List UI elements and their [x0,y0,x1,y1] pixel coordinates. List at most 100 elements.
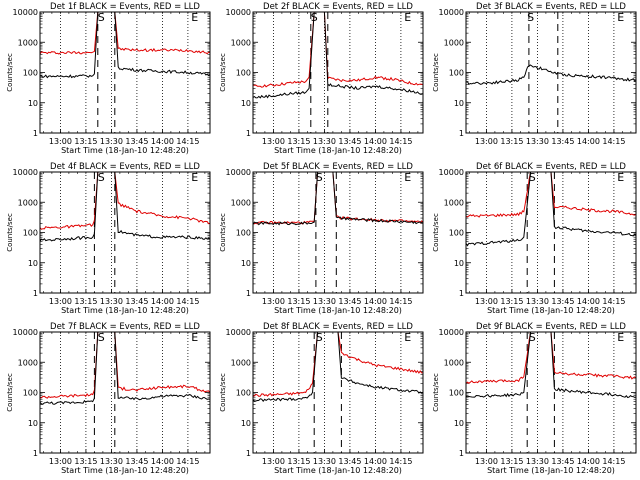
x-tick-label: 13:30 [100,137,123,146]
x-tick-label: 13:00 [262,297,285,306]
chart-title: Det 7f BLACK = Events, RED = LLD [50,322,200,332]
y-tick-label: 10 [454,99,464,108]
y-tick-label: 1 [33,289,38,298]
x-tick-label: 13:00 [475,297,498,306]
marker-s: S [98,11,105,24]
x-axis-label: Start Time (18-Jan-10 12:48:20) [274,146,402,155]
y-tick-label: 100 [236,389,251,398]
plot-frame [39,331,211,454]
y-tick-label: 10 [454,419,464,428]
series-line-lld [40,172,210,230]
y-tick-label: 10000 [439,8,464,17]
y-axis-label: Counts/sec [6,53,14,92]
marker-e: E [404,11,411,24]
x-tick-label: 13:15 [287,297,310,306]
plot-frame [465,171,637,294]
y-tick-label: 1000 [18,198,38,207]
series-line-events [466,64,636,85]
x-tick-label: 13:00 [49,457,72,466]
plot-frame [465,331,637,454]
marker-e: E [404,171,411,184]
y-tick-label: 1000 [18,38,38,47]
series-line-lld [40,332,210,399]
x-tick-label: 14:15 [602,457,625,466]
chart-title: Det 5f BLACK = Events, RED = LLD [263,162,413,172]
chart-panel-5: Det 5f BLACK = Events, RED = LLD 13:00 13:… [219,162,424,315]
chart-title: Det 6f BLACK = Events, RED = LLD [476,162,626,172]
y-tick-label: 1 [33,449,38,458]
y-tick-label: 10000 [226,328,251,337]
y-tick-label: 100 [23,69,38,78]
series-line-events [253,332,423,403]
series-line-events [253,172,423,226]
x-tick-label: 13:45 [338,137,361,146]
y-tick-label: 1 [459,289,464,298]
x-tick-label: 13:15 [500,137,523,146]
plot-frame [39,171,211,294]
y-tick-label: 1000 [231,198,251,207]
x-axis-label: Start Time (18-Jan-10 12:48:20) [61,146,189,155]
y-tick-label: 1000 [231,38,251,47]
y-tick-label: 10 [241,419,251,428]
y-tick-label: 10000 [226,8,251,17]
x-axis-label: Start Time (18-Jan-10 12:48:20) [274,306,402,315]
y-tick-label: 100 [236,229,251,238]
x-tick-label: 13:15 [287,137,310,146]
x-tick-label: 13:15 [500,297,523,306]
x-tick-label: 13:15 [74,137,97,146]
y-tick-label: 100 [236,69,251,78]
marker-e: E [191,11,198,24]
series-line-events [466,172,636,247]
y-axis-label: Counts/sec [219,53,227,92]
series-line-lld [253,332,423,397]
x-tick-label: 13:30 [100,297,123,306]
series-line-events [40,12,210,79]
x-tick-label: 13:00 [475,137,498,146]
x-tick-label: 14:00 [364,457,387,466]
x-tick-label: 14:15 [602,297,625,306]
chart-title: Det 9f BLACK = Events, RED = LLD [476,322,626,332]
y-tick-label: 100 [23,229,38,238]
y-tick-label: 1 [459,129,464,138]
x-tick-label: 14:00 [151,137,174,146]
y-tick-label: 100 [449,69,464,78]
marker-s: S [311,11,318,24]
y-tick-label: 10 [454,259,464,268]
plot-frame [252,171,424,294]
x-tick-label: 13:30 [526,137,549,146]
x-tick-label: 14:15 [602,137,625,146]
y-tick-label: 10 [241,99,251,108]
x-tick-label: 13:15 [74,297,97,306]
chart-title: Det 1f BLACK = Events, RED = LLD [50,2,200,12]
x-tick-label: 13:00 [262,457,285,466]
marker-s: S [529,171,536,184]
y-tick-label: 10 [241,259,251,268]
x-tick-label: 13:00 [49,297,72,306]
y-tick-label: 10000 [226,168,251,177]
y-axis-label: Counts/sec [432,373,440,412]
y-axis-label: Counts/sec [432,53,440,92]
x-axis-label: Start Time (18-Jan-10 12:48:20) [487,466,615,475]
marker-e: E [404,331,411,344]
x-axis-label: Start Time (18-Jan-10 12:48:20) [274,466,402,475]
x-tick-label: 13:15 [287,457,310,466]
x-tick-label: 13:30 [526,457,549,466]
series-line-lld [253,172,423,225]
x-tick-label: 13:30 [313,137,336,146]
marker-e: E [617,11,624,24]
chart-panel-6: Det 6f BLACK = Events, RED = LLD 13:00 13:… [432,162,637,315]
y-tick-label: 1000 [444,358,464,367]
marker-s: S [98,331,105,344]
y-tick-label: 10000 [13,8,38,17]
x-tick-label: 14:00 [151,297,174,306]
y-tick-label: 10000 [439,328,464,337]
y-tick-label: 100 [449,229,464,238]
x-tick-label: 13:15 [500,457,523,466]
y-tick-label: 1000 [18,358,38,367]
plot-frame [39,11,211,134]
